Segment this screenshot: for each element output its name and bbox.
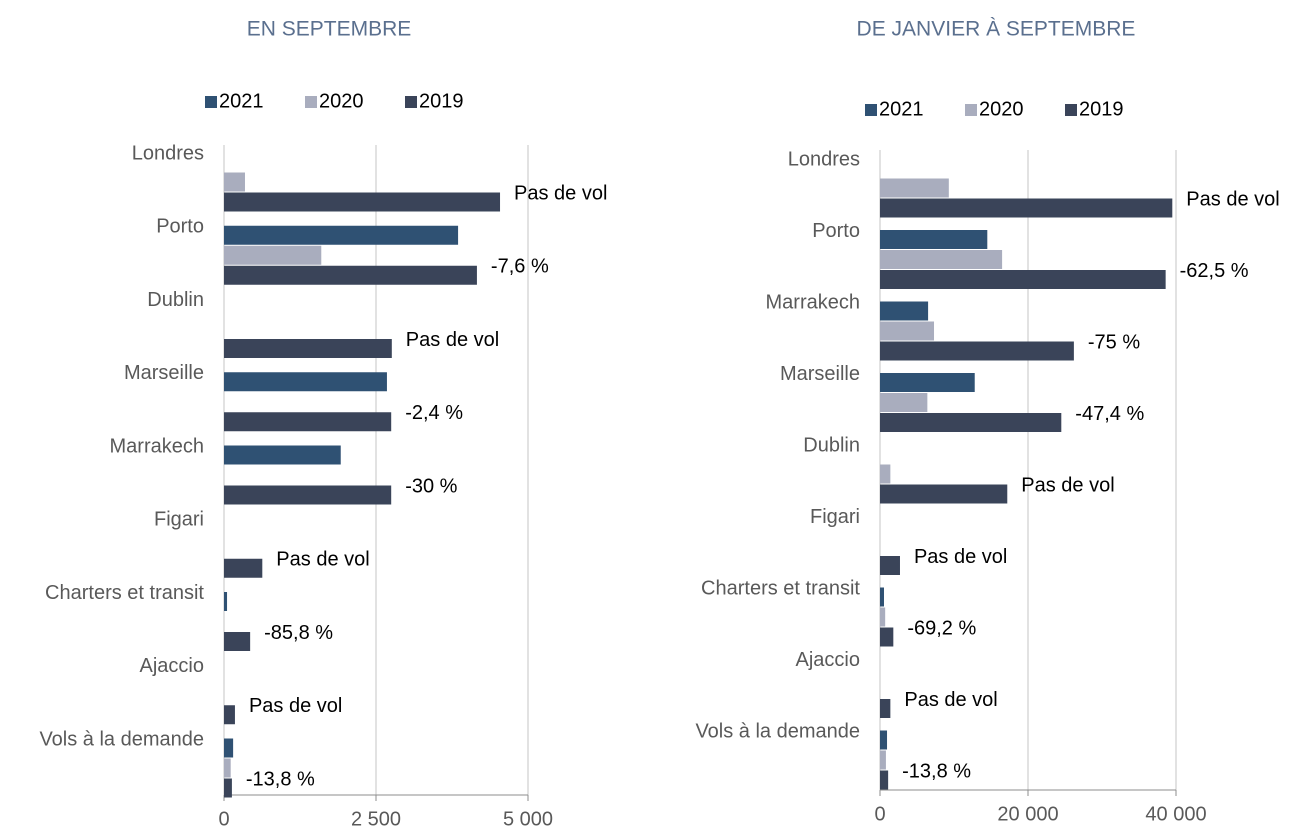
x-tick-label: 20 000 [997, 803, 1058, 825]
bar [224, 172, 245, 192]
annotation: Pas de vol [1021, 474, 1114, 496]
bar [880, 321, 935, 341]
legend-swatch [1065, 104, 1077, 116]
annotation: Pas de vol [276, 549, 369, 571]
legend-label: 2019 [1079, 98, 1124, 120]
category-label: Porto [812, 220, 860, 242]
category-label: Marrakech [766, 291, 860, 313]
bar [224, 592, 228, 611]
x-tick-label: 0 [874, 803, 885, 825]
legend-swatch [305, 96, 317, 108]
legend-label: 2019 [419, 90, 464, 112]
annotation: -13,8 % [902, 760, 971, 782]
annotation: Pas de vol [904, 689, 997, 711]
bar [880, 627, 894, 647]
annotation: Pas de vol [914, 546, 1007, 568]
bar [224, 778, 232, 798]
x-tick-label: 0 [218, 808, 229, 830]
bar [880, 301, 929, 321]
bar [880, 587, 884, 607]
category-label: Marseille [124, 362, 204, 384]
bar [224, 192, 501, 212]
legend-label: 2020 [979, 98, 1024, 120]
bar [880, 341, 1074, 361]
annotation: Pas de vol [249, 695, 342, 717]
category-label: Porto [156, 216, 204, 238]
bar [224, 372, 387, 392]
bar [224, 738, 234, 758]
category-label: Figari [154, 509, 204, 531]
legend-label: 2021 [219, 90, 264, 112]
category-label: Charters et transit [701, 577, 860, 599]
bar [224, 758, 231, 778]
bar [880, 270, 1166, 289]
bar [224, 485, 392, 505]
category-label: Dublin [803, 434, 860, 456]
annotation: -30 % [405, 475, 457, 497]
bar [224, 445, 341, 465]
annotation: -85,8 % [264, 622, 333, 644]
category-label: Dublin [147, 289, 204, 311]
x-tick-label: 2 500 [351, 808, 401, 830]
annotation: -2,4 % [405, 402, 463, 424]
bar [224, 339, 392, 358]
legend-label: 2020 [319, 90, 364, 112]
category-label: Marrakech [110, 435, 204, 457]
annotation: Pas de vol [406, 329, 499, 351]
legend-swatch [405, 96, 417, 108]
bar [880, 770, 889, 790]
bar [880, 393, 928, 412]
category-label: Charters et transit [45, 582, 204, 604]
annotation: -13,8 % [246, 768, 315, 790]
legend-swatch [965, 104, 977, 116]
annotation: -69,2 % [907, 617, 976, 639]
bar [880, 198, 1173, 218]
bar [880, 178, 949, 198]
bar [880, 699, 891, 718]
annotation: -7,6 % [491, 256, 549, 278]
annotation: Pas de vol [514, 182, 607, 204]
category-label: Londres [788, 148, 860, 170]
bar [880, 250, 1003, 269]
bar [880, 750, 886, 770]
chart-title: DE JANVIER À SEPTEMBRE [857, 18, 1136, 41]
category-label: Vols à la demande [39, 728, 204, 750]
x-tick-label: 5 000 [503, 808, 553, 830]
x-tick-label: 40 000 [1145, 803, 1206, 825]
bar [880, 556, 900, 575]
bar [880, 464, 891, 484]
annotation: -62,5 % [1180, 260, 1249, 282]
bar [224, 705, 235, 725]
bar [224, 225, 459, 245]
annotation: -47,4 % [1075, 403, 1144, 425]
bar [224, 412, 392, 432]
bar [880, 730, 888, 750]
legend-label: 2021 [879, 98, 924, 120]
bar [880, 484, 1008, 504]
annotation: -75 % [1088, 331, 1140, 353]
bar [880, 373, 975, 392]
legend-swatch [865, 104, 877, 116]
category-label: Marseille [780, 363, 860, 385]
category-label: Figari [810, 506, 860, 528]
bar [880, 413, 1062, 432]
bar [224, 558, 263, 578]
category-label: Londres [132, 142, 204, 164]
bar [880, 230, 988, 249]
chart-title: EN SEPTEMBRE [247, 18, 412, 41]
category-label: Vols à la demande [695, 720, 860, 742]
bar [224, 632, 251, 651]
category-label: Ajaccio [140, 655, 204, 677]
annotation: Pas de vol [1186, 188, 1279, 210]
bar [224, 245, 322, 265]
bar [224, 265, 477, 285]
bar [880, 607, 886, 627]
legend-swatch [205, 96, 217, 108]
category-label: Ajaccio [796, 649, 860, 671]
